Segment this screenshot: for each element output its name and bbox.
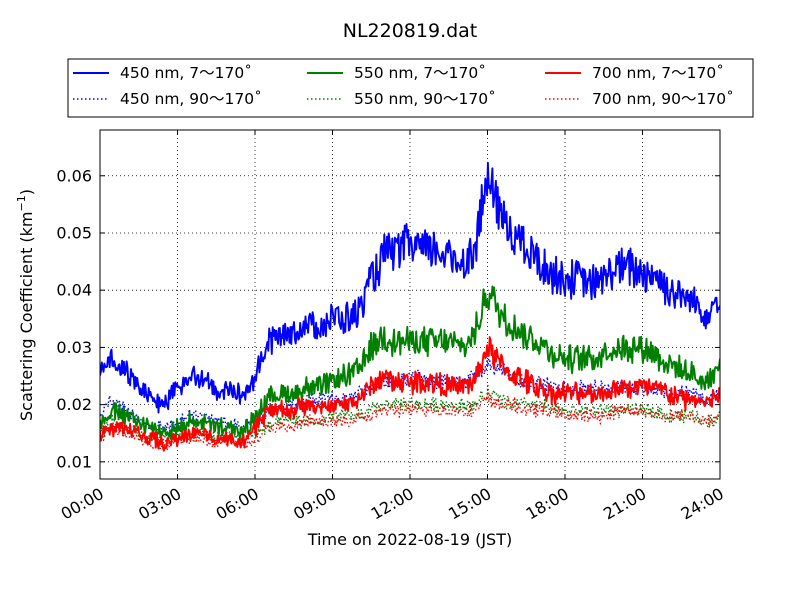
legend-box: [67, 58, 754, 118]
y-tick-label: 0.04: [56, 281, 92, 300]
y-axis-title-suffix: ): [17, 189, 36, 195]
legend-label-2: 450 nm, 90～170˚: [120, 90, 262, 108]
y-tick-label: 0.02: [56, 395, 92, 414]
legend-label-3: 550 nm, 7～170˚: [354, 64, 486, 82]
x-axis-title: Time on 2022-08-19 (JST): [307, 530, 512, 549]
series-line-3: [100, 285, 720, 440]
y-tick-label: 0.06: [56, 166, 92, 185]
legend-label-1: 450 nm, 7～170˚: [120, 64, 252, 82]
y-tick-labels: 0.01 0.02 0.03 0.04 0.05 0.06: [56, 166, 92, 471]
series-layer: [100, 161, 720, 452]
plot-area: 00:00 03:00 06:00 09:00 12:00 15:00 18:00 21:00…: [56, 129, 727, 524]
legend-label-5: 700 nm, 7～170˚: [592, 64, 724, 82]
y-axis-title-superscript: −1: [15, 195, 28, 211]
legend: 450 nm, 7～170˚ 550 nm, 7～170˚ 700 nm, 7～17…: [67, 58, 754, 118]
legend-label-4: 550 nm, 90～170˚: [354, 90, 496, 108]
axis-ticks: [99, 130, 721, 479]
legend-label-6: 700 nm, 90～170˚: [592, 90, 734, 108]
y-axis-title-main: Scattering Coefficient (km: [17, 211, 36, 421]
y-tick-label: 0.03: [56, 338, 92, 357]
y-tick-label: 0.05: [56, 223, 92, 242]
y-axis-title: Scattering Coefficient (km−1): [15, 189, 36, 421]
y-tick-label: 0.01: [56, 452, 92, 471]
series-line-6: [100, 391, 720, 451]
series-line-5: [100, 336, 720, 452]
series-line-1: [100, 161, 720, 414]
grid: [100, 130, 720, 479]
chart-title: NL220819.dat: [343, 20, 478, 42]
